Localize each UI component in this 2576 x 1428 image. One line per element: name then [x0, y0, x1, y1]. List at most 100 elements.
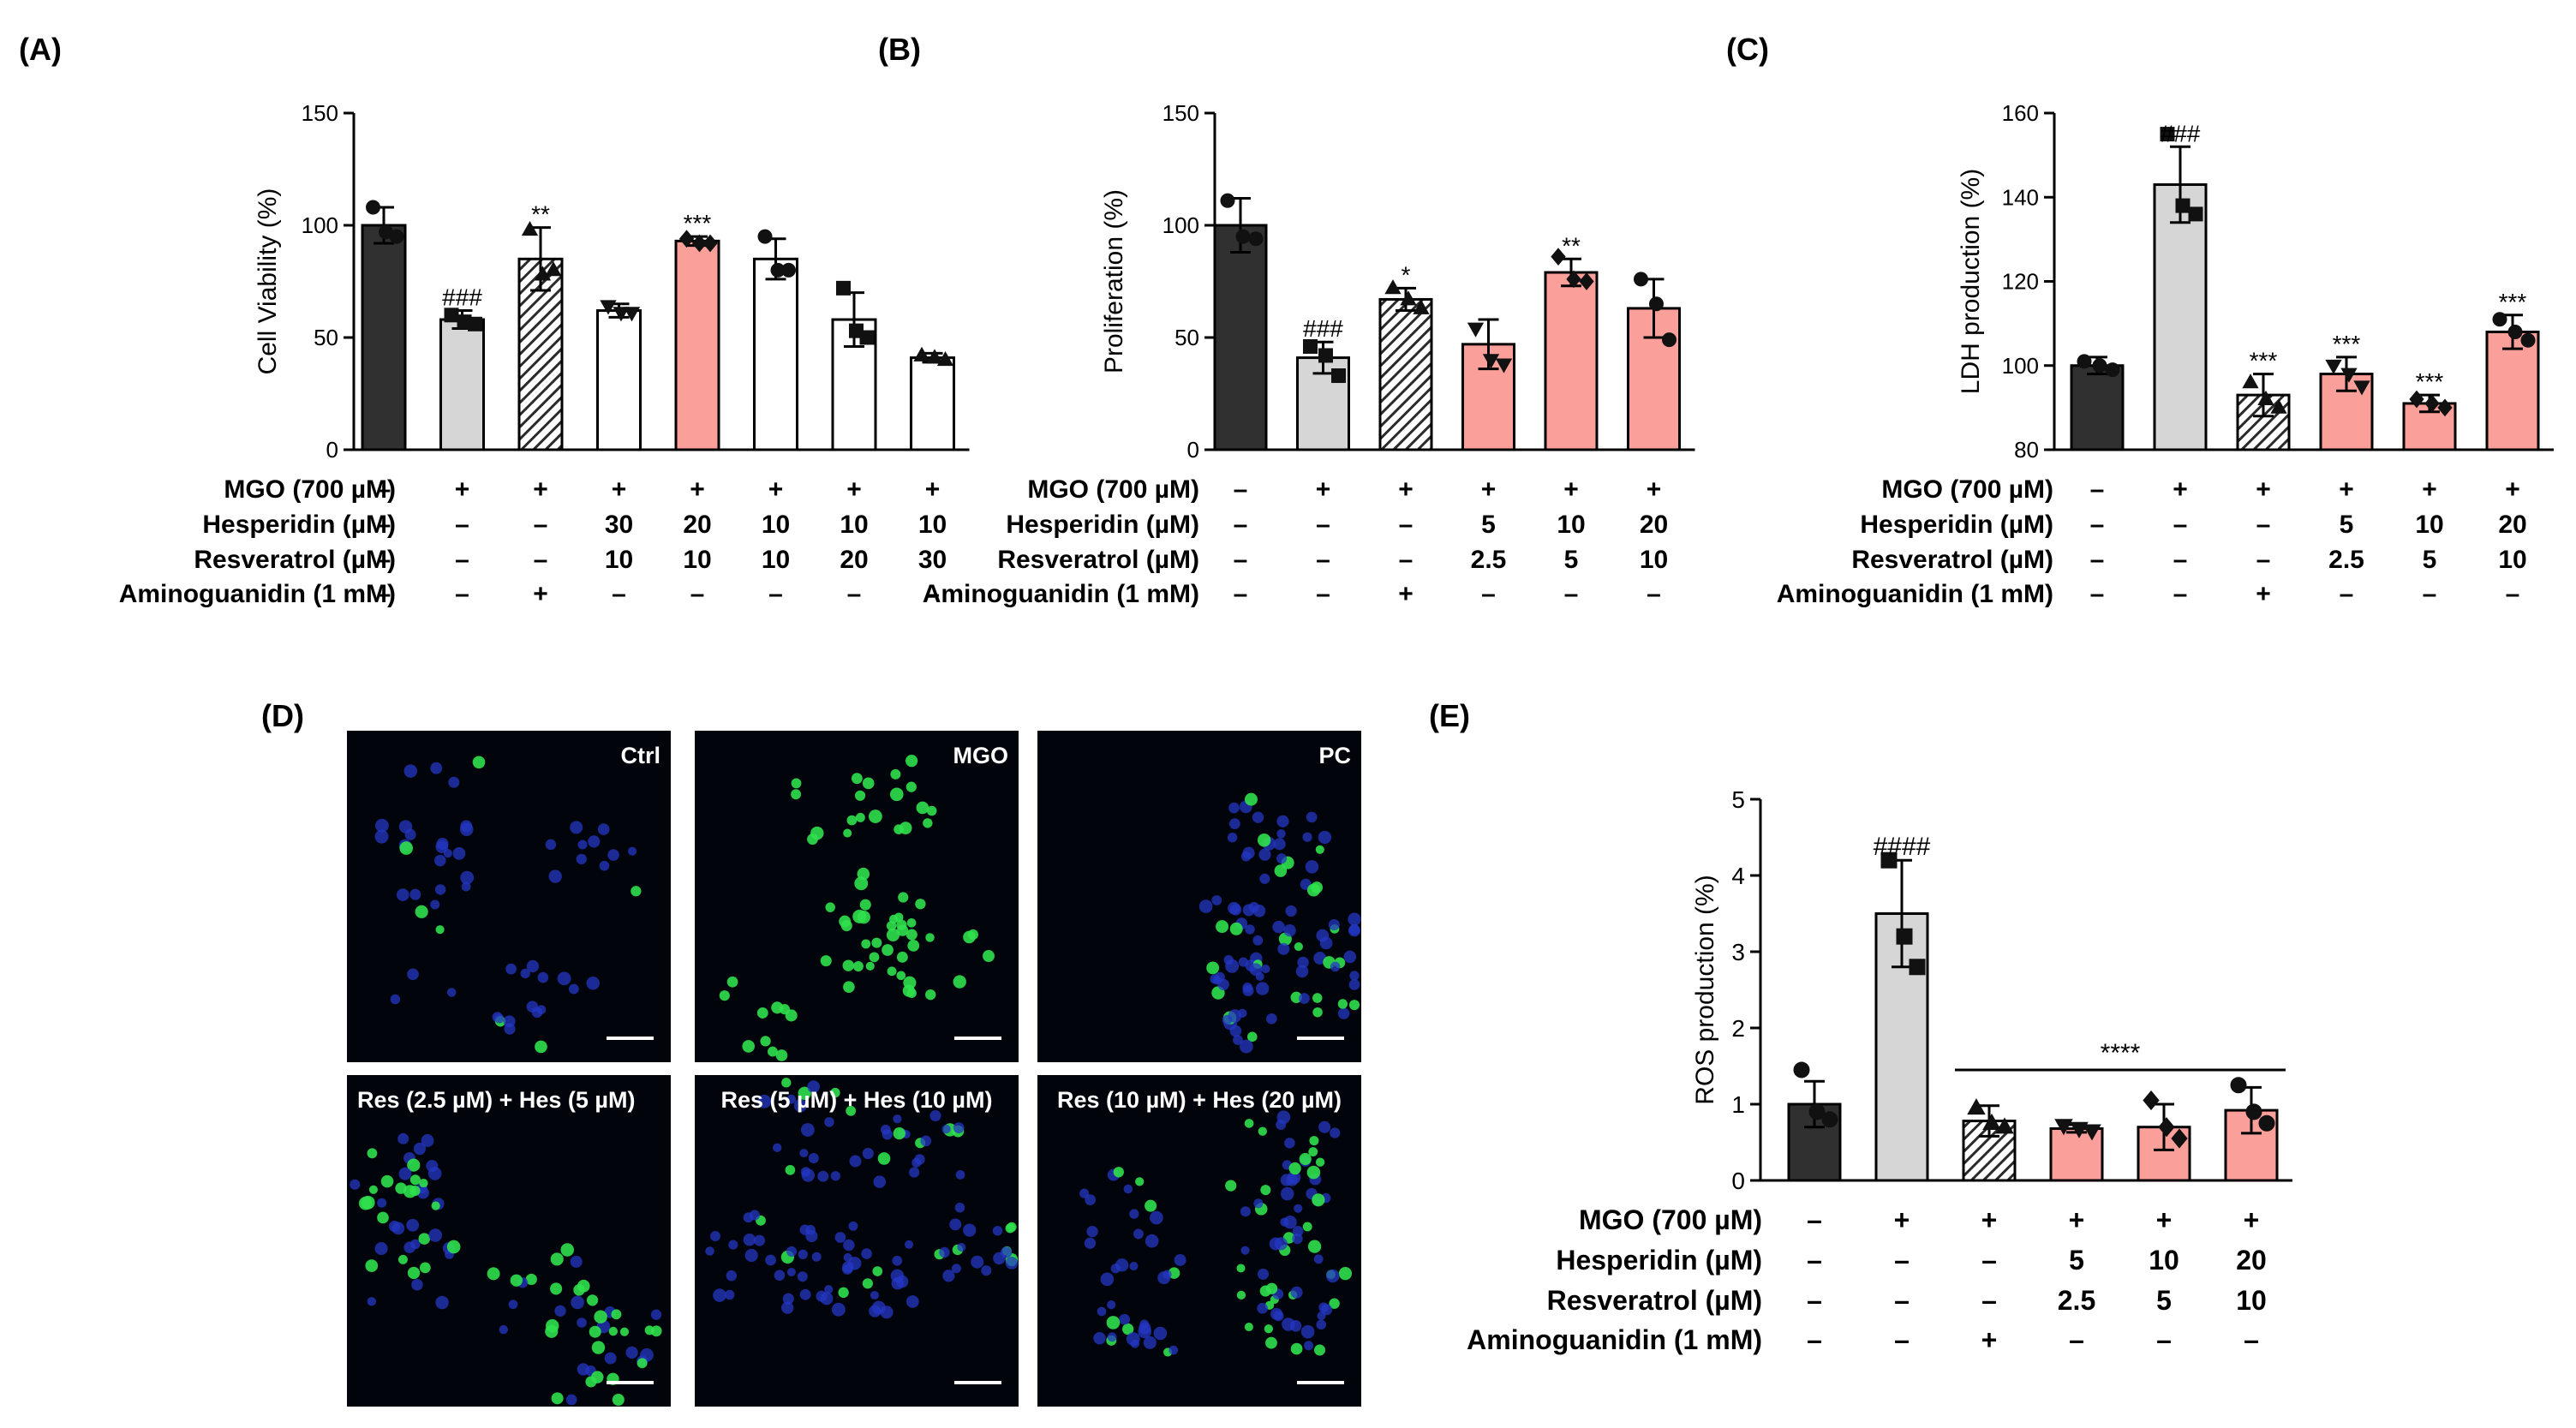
data-point: [1982, 1113, 2001, 1130]
data-point: [2409, 390, 2424, 409]
cell: [1276, 815, 1289, 828]
cell: [396, 888, 409, 901]
y-axis-title: LDH production (%): [1957, 169, 1985, 394]
cell: [1079, 1188, 1090, 1198]
condition-value: 5: [1564, 546, 1579, 574]
cell: [825, 902, 835, 912]
cell: [886, 928, 900, 942]
cell: [377, 1198, 387, 1208]
condition-value: –: [847, 580, 862, 608]
bar: [2485, 330, 2540, 451]
cell: [546, 1318, 559, 1333]
bar: [2070, 364, 2125, 451]
cell: [1211, 895, 1222, 905]
cell: [472, 756, 486, 769]
micrograph-label: Res (2.5 µM) + Hes (5 µM): [357, 1087, 635, 1113]
micrograph-label: Ctrl: [621, 743, 661, 768]
cell: [431, 1201, 440, 1210]
condition-value: –: [1807, 1324, 1822, 1355]
cell: [397, 1132, 409, 1144]
cell: [1299, 1152, 1312, 1166]
condition-value: 10: [2415, 511, 2443, 539]
condition-value: 10: [918, 511, 947, 539]
micrograph-tile: PC: [1037, 731, 1361, 1062]
data-point: [2054, 1119, 2073, 1136]
cell: [786, 1267, 796, 1277]
condition-value: +: [846, 475, 862, 504]
cell: [1229, 1025, 1242, 1037]
condition-value: 30: [918, 546, 947, 574]
condition-value: –: [2506, 580, 2520, 608]
cell: [1302, 1222, 1312, 1232]
data-point: [1482, 354, 1500, 369]
cell: [411, 1278, 423, 1291]
cell: [637, 1358, 648, 1369]
cell: [923, 818, 933, 828]
data-point: [2340, 367, 2358, 383]
cell: [907, 940, 920, 952]
condition-value: +: [1981, 1324, 1998, 1355]
cell: [1257, 833, 1271, 847]
cell: [871, 937, 882, 948]
cell: [1348, 912, 1361, 926]
condition-row-label: Resveratrol (µM): [997, 546, 1199, 574]
cell: [1306, 1165, 1321, 1180]
cell: [1129, 1209, 1139, 1219]
cell: [848, 1221, 858, 1231]
data-point: [702, 234, 718, 253]
cell: [903, 976, 917, 989]
condition-value: 10: [762, 511, 790, 539]
cell: [1309, 1136, 1319, 1146]
cell: [870, 1290, 879, 1300]
cell: [1348, 978, 1360, 990]
cell: [1240, 1206, 1251, 1217]
condition-value: –: [1564, 580, 1579, 608]
data-point: [2492, 312, 2507, 327]
condition-value: 2.5: [1471, 546, 1507, 574]
cell: [577, 1279, 590, 1293]
y-axis-title: Proliferation (%): [1100, 189, 1128, 373]
panel-label-a: (A): [19, 32, 62, 67]
condition-value: 10: [1557, 511, 1585, 539]
condition-value: –: [455, 511, 469, 539]
significance-label: ###: [1303, 315, 1343, 342]
cell: [967, 929, 979, 941]
condition-value: +: [1398, 580, 1414, 608]
y-tick-label: 4: [1731, 863, 1745, 889]
cell: [417, 1186, 429, 1199]
cell: [1233, 1035, 1243, 1045]
significance-label: ###: [2161, 120, 2201, 146]
cell: [1315, 845, 1324, 854]
condition-value: –: [925, 580, 940, 608]
cell: [1273, 838, 1286, 851]
micrograph-tile: Res (10 µM) + Hes (20 µM): [1037, 1075, 1361, 1407]
cell: [409, 888, 421, 900]
cell: [1093, 1332, 1106, 1345]
y-tick-label: 2: [1731, 1015, 1745, 1042]
cell: [861, 939, 871, 949]
cell: [1312, 1193, 1325, 1207]
cell: [851, 773, 863, 785]
cell: [862, 777, 875, 790]
cell: [1299, 993, 1310, 1004]
cell: [800, 1123, 815, 1137]
bar: [1378, 297, 1433, 451]
condition-value: +: [1981, 1204, 1998, 1235]
cell: [1256, 982, 1270, 995]
cell: [846, 815, 858, 826]
cell: [838, 1287, 849, 1299]
bar: [2049, 1126, 2104, 1182]
data-point: [1551, 248, 1566, 266]
cell: [368, 1185, 378, 1194]
cell: [508, 1300, 518, 1310]
micrograph-tile: Res (5 µM) + Hes (10 µM): [695, 1075, 1019, 1407]
cell: [862, 1147, 874, 1160]
chart-panel-c: 80 100 120 140 160 LDH production (%) ### *** **…: [1777, 100, 2554, 608]
cell: [872, 1266, 883, 1276]
cell: [612, 1393, 625, 1407]
cell: [650, 1309, 662, 1320]
cell: [1348, 1000, 1360, 1011]
data-point: [1384, 279, 1402, 295]
cell: [537, 971, 549, 983]
group-significance-label: ****: [2101, 1039, 2141, 1067]
